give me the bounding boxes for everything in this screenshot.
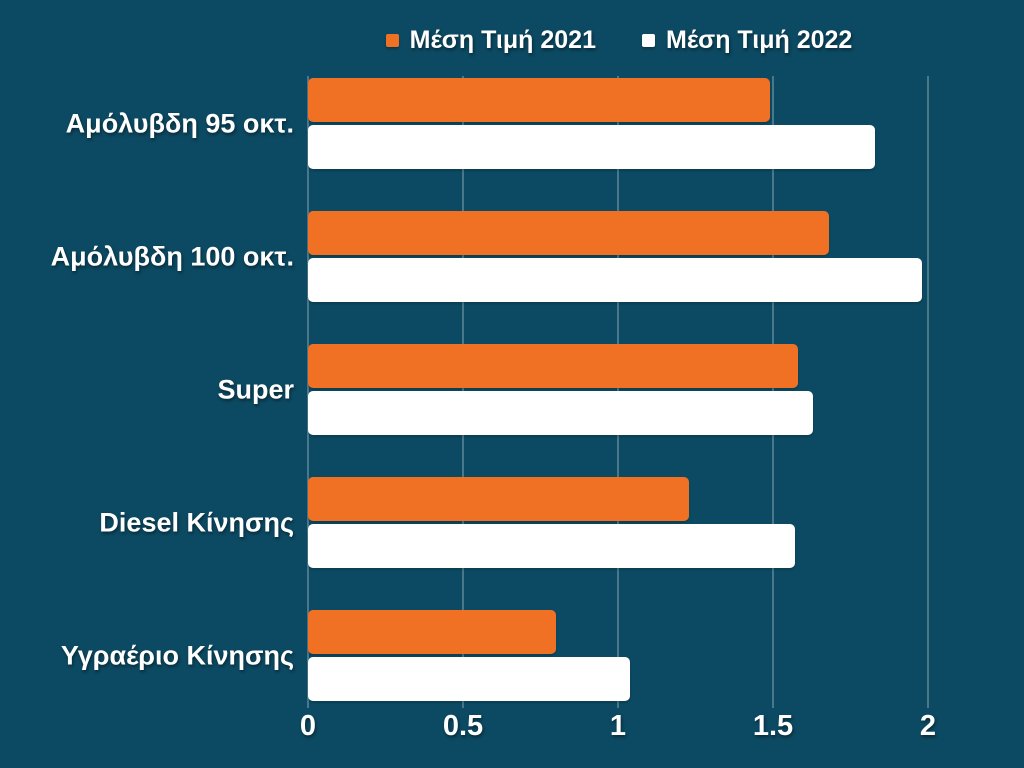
category-label-3: Diesel Κίνησης bbox=[99, 507, 294, 537]
x-tick-label-0.5: 0.5 bbox=[442, 710, 484, 742]
gridline bbox=[927, 76, 929, 708]
bar-2022-3 bbox=[308, 524, 795, 568]
legend-label-2022: Μέση Τιμή 2022 bbox=[666, 26, 853, 54]
category-label-4: Υγραέριο Κίνησης bbox=[60, 640, 294, 670]
legend: Μέση Τιμή 2021 Μέση Τιμή 2022 bbox=[308, 26, 930, 55]
bar-2022-0 bbox=[308, 125, 876, 169]
x-tick-label-1.5: 1.5 bbox=[752, 710, 794, 742]
bar-2021-0 bbox=[308, 78, 770, 122]
legend-marker-2021-icon bbox=[385, 34, 399, 47]
category-label-1: Αμόλυβδη 100 οκτ. bbox=[50, 241, 294, 271]
legend-label-2021: Μέση Τιμή 2021 bbox=[409, 26, 596, 54]
bar-2021-3 bbox=[308, 477, 690, 521]
legend-marker-2022-icon bbox=[642, 34, 655, 47]
x-tick-label-2: 2 bbox=[919, 710, 937, 742]
x-tick-label-1: 1 bbox=[609, 710, 627, 742]
plot-area bbox=[307, 76, 930, 708]
bar-2022-1 bbox=[308, 258, 922, 302]
bar-2021-2 bbox=[308, 344, 798, 388]
legend-item-2021: Μέση Τιμή 2021 bbox=[385, 26, 596, 55]
bar-2022-4 bbox=[308, 657, 631, 701]
legend-item-2022: Μέση Τιμή 2022 bbox=[642, 26, 852, 55]
x-tick-label-0: 0 bbox=[299, 710, 317, 742]
category-label-2: Super bbox=[217, 374, 294, 404]
bar-2021-4 bbox=[308, 610, 556, 654]
category-label-0: Αμόλυβδη 95 οκτ. bbox=[65, 108, 294, 138]
bar-2022-2 bbox=[308, 391, 814, 435]
bar-2021-1 bbox=[308, 211, 829, 255]
